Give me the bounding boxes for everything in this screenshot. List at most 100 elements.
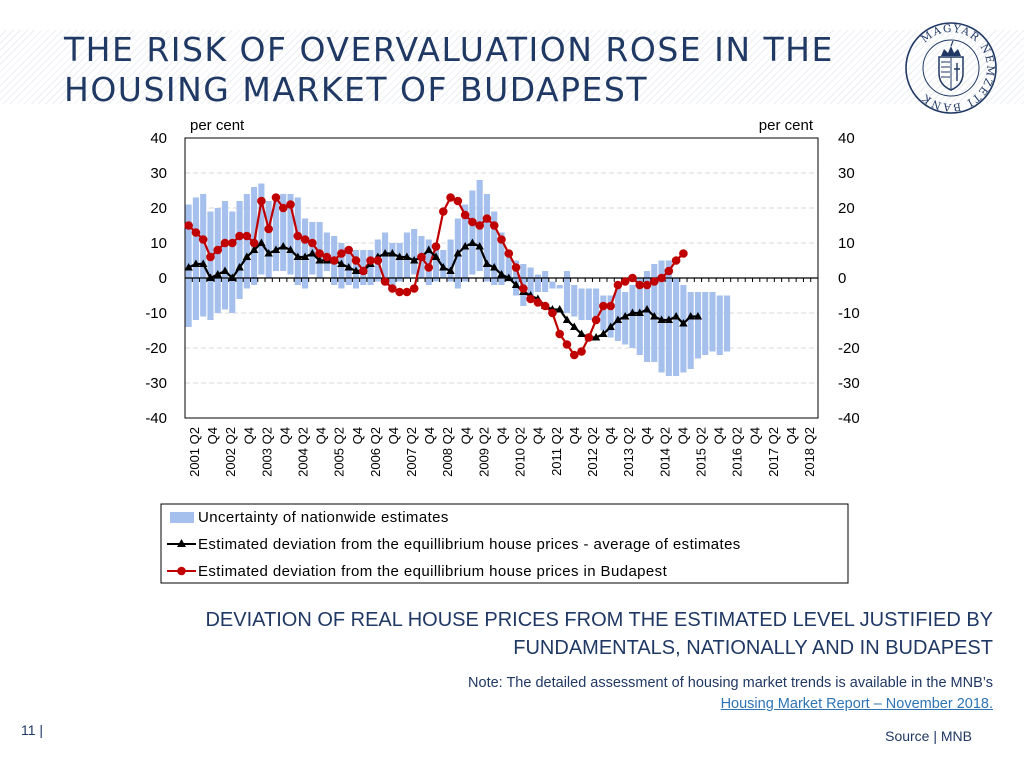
national-average-point — [446, 266, 455, 274]
national-average-point — [693, 312, 703, 320]
uncertainty-bar — [556, 285, 563, 289]
national-average-point — [351, 266, 361, 274]
x-tick-label: Q4 — [422, 427, 437, 444]
housing-market-report-link[interactable]: Housing Market Report – November 2018. — [720, 696, 993, 712]
x-tick-label: 2015 Q2 — [693, 427, 708, 477]
national-average-point — [591, 333, 601, 341]
national-average-point — [468, 238, 477, 246]
budapest-point — [257, 196, 266, 206]
x-tick-label: Q4 — [314, 427, 329, 444]
national-average-point — [388, 249, 397, 257]
uncertainty-bar — [287, 194, 294, 275]
uncertainty-bar — [600, 295, 607, 331]
budapest-point — [308, 238, 317, 248]
y-right-tick-label: -40 — [838, 410, 860, 427]
budapest-point — [227, 238, 237, 248]
page-number: 11 | — [21, 722, 44, 738]
budapest-point — [635, 280, 645, 290]
y-right-tick-label: -10 — [838, 305, 860, 322]
uncertainty-bar — [382, 232, 389, 285]
legend-swatch-budapest-marker — [177, 566, 186, 576]
national-average-point — [562, 315, 572, 323]
national-average-point — [642, 305, 652, 313]
title-line-2: HOUSING MARKET OF BUDAPEST — [64, 70, 648, 109]
uncertainty-bar — [251, 187, 258, 285]
budapest-point — [191, 228, 201, 237]
budapest-point — [278, 203, 288, 213]
uncertainty-bar — [280, 194, 287, 271]
budapest-point — [606, 301, 615, 311]
budapest-point — [366, 256, 375, 265]
national-average-point — [315, 256, 324, 264]
y-left-tick-label: 10 — [150, 235, 167, 252]
uncertainty-bar — [229, 211, 236, 313]
budapest-point — [468, 217, 477, 227]
y-left-tick-label: 30 — [150, 165, 167, 182]
x-tick-label: Q4 — [458, 427, 473, 444]
uncertainty-bar — [593, 288, 600, 324]
national-average-point — [409, 256, 419, 264]
national-average-point — [257, 238, 266, 246]
y-right-tick-label: -20 — [838, 340, 860, 357]
uncertainty-bar — [309, 222, 316, 275]
uncertainty-bar — [687, 292, 694, 369]
budapest-point — [409, 284, 419, 293]
uncertainty-bar — [680, 285, 687, 373]
x-tick-label: Q4 — [277, 427, 292, 444]
budapest-point — [424, 263, 434, 272]
budapest-point — [475, 221, 484, 230]
coat-of-arms-icon — [938, 40, 964, 91]
budapest-point — [569, 350, 579, 360]
budapest-point — [453, 196, 463, 206]
national-average-point — [599, 329, 608, 337]
national-average-point — [475, 242, 484, 250]
budapest-point — [438, 207, 448, 216]
national-average-point — [228, 273, 237, 281]
title-line-1: THE RISK OF OVERVALUATION ROSE IN THE — [64, 30, 834, 69]
budapest-point — [293, 231, 303, 241]
budapest-point — [286, 200, 295, 209]
y-right-tick-label: 20 — [838, 200, 855, 217]
uncertainty-bar — [491, 211, 498, 285]
x-tick-label: 2016 Q2 — [730, 427, 745, 477]
uncertainty-bar — [389, 243, 396, 285]
uncertainty-bar — [694, 292, 702, 359]
budapest-point — [504, 249, 514, 258]
budapest-point — [380, 277, 390, 286]
budapest-point — [315, 249, 324, 258]
uncertainty-bar — [221, 201, 229, 310]
x-tick-label: 2004 Q2 — [296, 427, 311, 477]
uncertainty-bar — [396, 243, 403, 282]
budapest-point — [497, 235, 506, 244]
uncertainty-bar — [367, 250, 374, 285]
y-left-axis-label: per cent — [190, 117, 245, 134]
national-average-point — [679, 319, 688, 327]
legend-swatch-average-marker — [177, 539, 186, 547]
uncertainty-bar — [716, 295, 723, 355]
budapest-point — [235, 231, 244, 241]
national-average-point — [271, 245, 281, 253]
national-average-point — [402, 252, 412, 260]
budapest-point — [198, 235, 208, 244]
legend-swatch-uncertainty — [170, 512, 194, 523]
national-average-point — [613, 315, 623, 323]
budapest-point — [562, 340, 572, 349]
x-tick-label: Q4 — [748, 427, 763, 444]
x-tick-label: Q4 — [386, 427, 401, 444]
x-tick-label: Q4 — [712, 427, 727, 444]
x-tick-label: 2011 Q2 — [549, 427, 564, 476]
uncertainty-bar — [527, 267, 534, 296]
page-title: THE RISK OF OVERVALUATION ROSE IN THE HO… — [64, 30, 834, 110]
x-tick-label: Q4 — [639, 427, 654, 444]
national-average-point — [497, 270, 506, 278]
national-average-point — [657, 315, 666, 323]
uncertainty-bar — [643, 271, 651, 362]
budapest-point — [591, 315, 601, 325]
budapest-point — [337, 249, 346, 258]
y-right-tick-label: 10 — [838, 235, 855, 252]
x-tick-label: 2006 Q2 — [368, 427, 383, 477]
uncertainty-bar — [425, 239, 432, 285]
uncertainty-bar — [432, 243, 440, 282]
uncertainty-bar — [607, 295, 614, 338]
uncertainty-bar — [534, 274, 541, 292]
